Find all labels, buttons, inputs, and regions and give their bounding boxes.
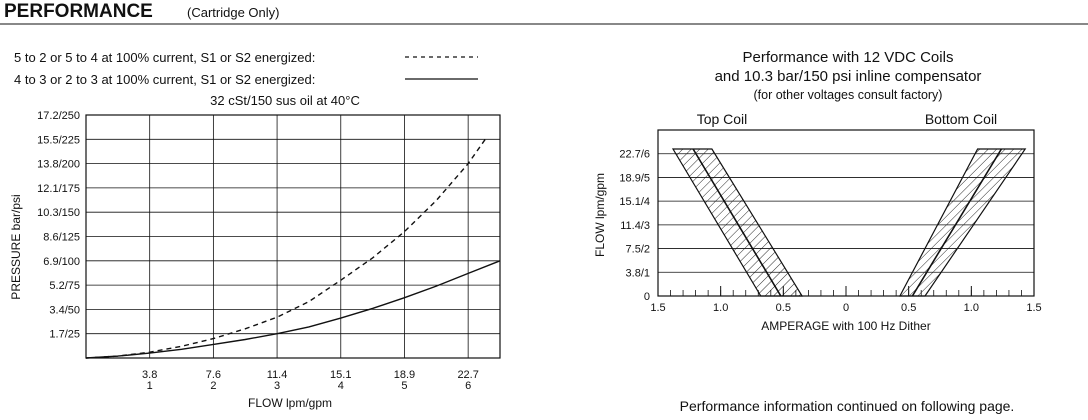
left-x-tick-label-gpm: 5 (401, 380, 407, 392)
left-y-tick-label: 1.7/25 (49, 329, 80, 341)
series-line-dashed (85, 135, 488, 359)
right-y-tick-label: 3.8/1 (626, 267, 650, 279)
right-y-tick-label: 7.5/2 (626, 244, 650, 256)
left-chart-legend: 5 to 2 or 5 to 4 at 100% current, S1 or … (14, 50, 478, 87)
right-x-tick-label: 1.0 (964, 302, 979, 314)
left-y-tick-label: 3.4/50 (49, 304, 80, 316)
left-x-tick-label-gpm: 6 (465, 380, 471, 392)
left-y-tick-label: 13.8/200 (37, 159, 80, 171)
left-x-tick-label-gpm: 4 (338, 380, 344, 392)
left-x-tick-label-lpm: 11.4 (267, 369, 288, 381)
right-y-tick-label: 18.9/5 (619, 172, 650, 184)
left-x-axis-label: FLOW lpm/gpm (248, 396, 332, 410)
right-chart-title-line-2: and 10.3 bar/150 psi inline compensator (715, 68, 982, 85)
left-x-tick-label-gpm: 1 (147, 380, 153, 392)
left-x-tick-label-lpm: 3.8 (142, 369, 157, 381)
left-y-tick-label: 5.2/75 (49, 280, 80, 292)
right-x-tick-label: 1.5 (650, 302, 665, 314)
left-x-tick-label-lpm: 18.9 (394, 369, 415, 381)
footer-note: Performance information continued on fol… (680, 398, 1015, 414)
right-y-tick-label: 15.1/4 (619, 196, 650, 208)
right-chart-title-line-1: Performance with 12 VDC Coils (743, 49, 954, 66)
right-x-tick-label: 0.5 (901, 302, 916, 314)
bottom-coil-label: Bottom Coil (925, 111, 997, 127)
right-chart-title-line-3: (for other voltages consult factory) (754, 88, 943, 102)
band-bottom-coil (898, 148, 1027, 297)
left-x-tick-label-lpm: 22.7 (457, 369, 478, 381)
right-y-tick-label: 11.4/3 (620, 220, 650, 232)
right-y-tick-label: 22.7/6 (619, 149, 650, 161)
right-x-tick-label: 1.0 (713, 302, 728, 314)
right-y-axis-label: FLOW lpm/gpm (593, 173, 607, 257)
left-y-tick-label: 8.6/125 (43, 232, 80, 244)
left-y-tick-label: 6.9/100 (43, 256, 80, 268)
left-y-axis-label: PRESSURE bar/psi (9, 194, 23, 299)
band-center-line (692, 148, 782, 297)
left-x-tick-label-gpm: 2 (210, 380, 216, 392)
band-center-line (911, 148, 1003, 297)
right-x-tick-label: 0.5 (776, 302, 791, 314)
legend-solid-label: 4 to 3 or 2 to 3 at 100% current, S1 or … (14, 72, 315, 87)
left-y-tick-label: 15.5/225 (37, 134, 80, 146)
left-x-tick-label-lpm: 15.1 (330, 369, 351, 381)
right-x-axis-label: AMPERAGE with 100 Hz Dither (761, 319, 930, 333)
legend-dashed-label: 5 to 2 or 5 to 4 at 100% current, S1 or … (14, 50, 315, 65)
left-y-tick-label: 10.3/150 (37, 207, 80, 219)
amperage-flow-chart: 0 3.8/1 7.5/2 11.4/3 15.1/4 18.9/5 22.7/6 1.5 1.… (619, 129, 1042, 314)
series-line-solid (85, 260, 501, 359)
right-x-tick-label: 0 (843, 302, 849, 314)
page-title: PERFORMANCE (4, 1, 153, 22)
left-y-tick-label: 12.1/175 (37, 183, 80, 195)
left-x-tick-label-gpm: 3 (274, 380, 280, 392)
right-y-tick-label: 0 (644, 291, 650, 303)
left-chart-title: 32 cSt/150 sus oil at 40°C (210, 93, 360, 108)
top-coil-label: Top Coil (697, 111, 748, 127)
right-x-tick-label: 1.5 (1026, 302, 1041, 314)
left-x-tick-label-lpm: 7.6 (206, 369, 221, 381)
page-subtitle: (Cartridge Only) (187, 5, 279, 20)
left-y-tick-label: 17.2/250 (37, 110, 80, 122)
pressure-flow-chart: 1.7/25 3.4/50 5.2/75 6.9/100 8.6/125 10.3/150… (37, 110, 501, 392)
